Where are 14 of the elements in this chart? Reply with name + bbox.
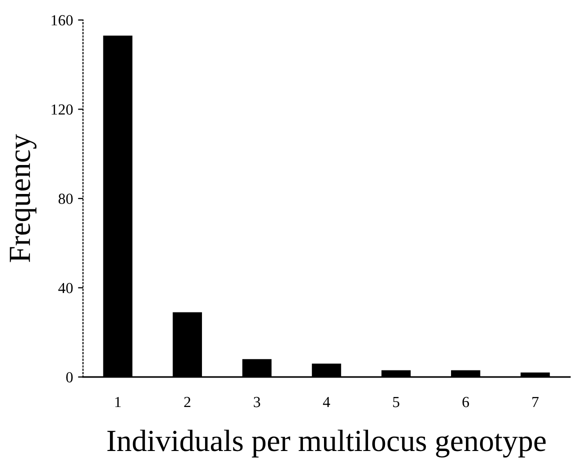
x-tick-label: 1 — [115, 396, 121, 408]
y-tick-label: 40 — [58, 282, 73, 294]
y-tick-label: 120 — [52, 104, 73, 115]
y-tick-label: 160 — [52, 15, 73, 26]
x-tick-label: 7 — [532, 397, 539, 408]
x-tick-label: 5 — [393, 397, 400, 408]
x-tick-label: 2 — [184, 396, 190, 408]
y-tick-label: 0 — [66, 372, 73, 382]
y-axis-title: Frequency — [10, 134, 36, 262]
x-tick-label: 4 — [322, 396, 330, 408]
x-tick-label: 6 — [462, 396, 470, 408]
x-axis-title: Individuals per multilocus genotype — [107, 430, 546, 458]
x-tick-label: 3 — [254, 396, 260, 408]
y-tick-label: 80 — [58, 194, 73, 204]
